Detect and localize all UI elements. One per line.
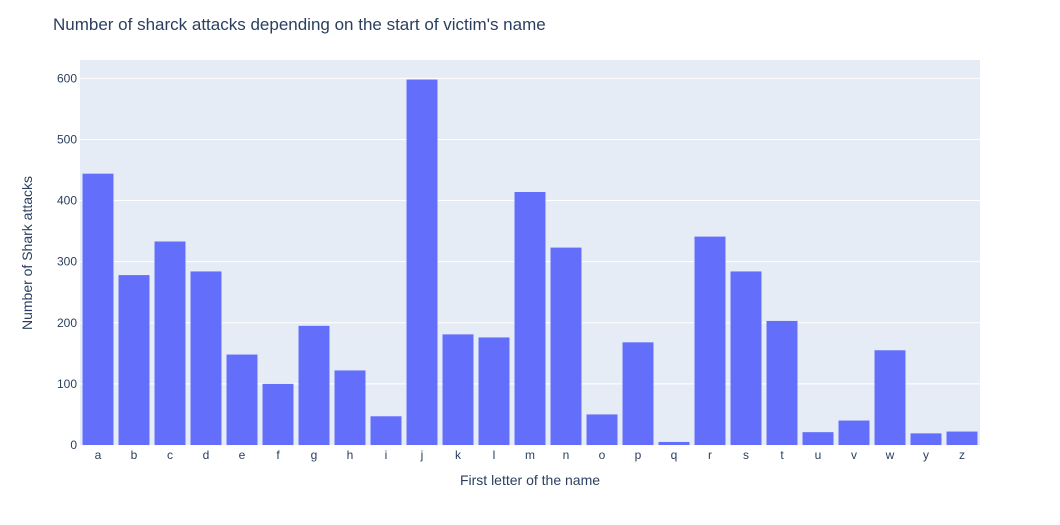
y-tick-label-400: 400: [57, 194, 77, 208]
bar-z[interactable]: [946, 431, 978, 445]
x-tick-label-l: l: [493, 448, 496, 462]
bar-s[interactable]: [730, 271, 762, 445]
x-tick-label-n: n: [563, 448, 570, 462]
y-tick-label-0: 0: [70, 438, 77, 452]
x-axis-title: First letter of the name: [460, 472, 600, 488]
x-tick-label-y: y: [923, 448, 929, 462]
bar-g[interactable]: [298, 325, 330, 445]
x-tick-label-m: m: [525, 448, 535, 462]
y-tick-label-500: 500: [57, 132, 77, 146]
x-tick-label-s: s: [743, 448, 749, 462]
bar-l[interactable]: [478, 337, 510, 445]
bar-w[interactable]: [874, 350, 906, 445]
bar-b[interactable]: [118, 275, 150, 445]
bar-i[interactable]: [370, 416, 402, 445]
x-tick-label-i: i: [385, 448, 388, 462]
bar-h[interactable]: [334, 370, 366, 445]
bars: [82, 79, 978, 446]
x-tick-label-j: j: [420, 448, 424, 462]
x-tick-label-u: u: [815, 448, 822, 462]
y-tick-label-200: 200: [57, 316, 77, 330]
bar-u[interactable]: [802, 432, 834, 445]
x-tick-label-g: g: [311, 448, 318, 462]
bar-t[interactable]: [766, 320, 798, 445]
y-tick-label-300: 300: [57, 255, 77, 269]
x-tick-label-q: q: [671, 448, 678, 462]
x-tick-label-w: w: [885, 448, 895, 462]
y-axis-title: Number of Shark attacks: [19, 176, 35, 330]
x-tick-label-d: d: [203, 448, 210, 462]
bar-c[interactable]: [154, 241, 186, 446]
x-tick-label-z: z: [959, 448, 965, 462]
x-tick-label-f: f: [276, 448, 280, 462]
x-tick-label-h: h: [347, 448, 354, 462]
bar-p[interactable]: [622, 342, 654, 445]
x-tick-label-a: a: [95, 448, 102, 462]
bar-a[interactable]: [82, 173, 114, 445]
bar-d[interactable]: [190, 271, 222, 445]
bar-y[interactable]: [910, 433, 942, 445]
x-tick-label-v: v: [851, 448, 857, 462]
bar-k[interactable]: [442, 334, 474, 445]
bar-q[interactable]: [658, 441, 690, 445]
x-tick-label-t: t: [780, 448, 784, 462]
x-tick-label-p: p: [635, 448, 642, 462]
x-tick-label-e: e: [239, 448, 246, 462]
bar-j[interactable]: [406, 79, 438, 446]
y-tick-label-100: 100: [57, 377, 77, 391]
y-tick-labels: 0 100 200 300 400 500 600: [57, 71, 77, 452]
bar-r[interactable]: [694, 236, 726, 445]
chart-title: Number of sharck attacks depending on th…: [53, 15, 546, 34]
x-tick-label-c: c: [167, 448, 173, 462]
bar-n[interactable]: [550, 247, 582, 445]
bar-o[interactable]: [586, 414, 618, 445]
y-tick-label-600: 600: [57, 71, 77, 85]
bar-v[interactable]: [838, 420, 870, 445]
bar-f[interactable]: [262, 383, 294, 445]
x-tick-label-o: o: [599, 448, 606, 462]
bar-e[interactable]: [226, 354, 258, 445]
x-tick-label-b: b: [131, 448, 138, 462]
x-tick-label-r: r: [708, 448, 712, 462]
bar-m[interactable]: [514, 192, 546, 445]
x-tick-label-k: k: [455, 448, 462, 462]
